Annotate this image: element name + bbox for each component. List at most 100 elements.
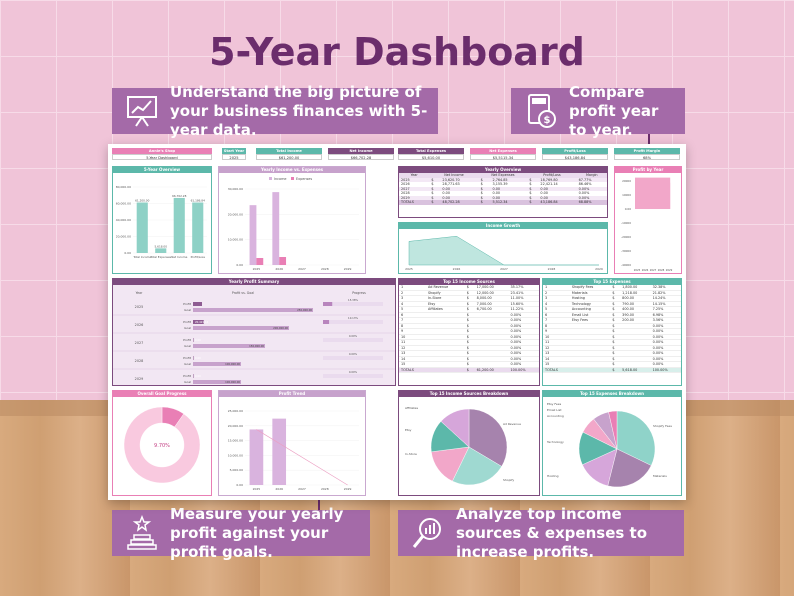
table-cell[interactable]: 5,618.00	[620, 367, 651, 373]
table-cell[interactable]: 15	[399, 361, 426, 368]
table-cell[interactable]: 32.38%	[650, 285, 681, 291]
table-cell[interactable]: 5	[543, 306, 570, 313]
table-cell[interactable]: $	[464, 339, 475, 346]
table-cell[interactable]: 7	[399, 317, 426, 324]
table-cell[interactable]	[569, 323, 611, 329]
table-cell[interactable]: $	[610, 295, 621, 302]
table-cell[interactable]: 15	[543, 361, 570, 368]
table-cell[interactable]	[426, 317, 465, 324]
table-cell[interactable]: 0.00%	[650, 339, 681, 346]
table-cell[interactable]: In-Store	[426, 295, 465, 302]
table-cell[interactable]: 12	[399, 345, 426, 351]
table-cell[interactable]: 1	[399, 285, 426, 291]
table-cell[interactable]: 0.00%	[508, 339, 539, 346]
table-cell[interactable]: 5	[399, 306, 426, 313]
table-cell[interactable]: 390.00	[620, 312, 651, 318]
table-cell[interactable]: 9	[543, 328, 570, 335]
table-cell[interactable]	[426, 350, 465, 357]
table-cell[interactable]: $	[464, 301, 475, 307]
table-cell[interactable]: 0.00%	[508, 323, 539, 329]
table-cell[interactable]	[474, 356, 509, 362]
table-cell[interactable]: 0.00%	[650, 323, 681, 329]
table-cell[interactable]: 61,200.00	[474, 367, 509, 373]
table-cell[interactable]: 0.00%	[508, 345, 539, 351]
table-cell[interactable]	[426, 356, 465, 362]
table-cell[interactable]: Email List	[569, 312, 611, 318]
table-cell[interactable]: $	[464, 356, 475, 362]
table-cell[interactable]: 15.60%	[508, 301, 539, 307]
table-cell[interactable]: 6	[543, 312, 570, 318]
table-cell[interactable]: 800.00	[620, 295, 651, 302]
table-cell[interactable]: 13	[399, 350, 426, 357]
table-cell[interactable]	[474, 323, 509, 329]
table-cell[interactable]	[426, 339, 465, 346]
table-cell[interactable]: Accounting	[569, 306, 611, 313]
table-cell[interactable]: $	[610, 356, 621, 362]
table-cell[interactable]: $	[610, 285, 621, 291]
table-cell[interactable]: $	[464, 317, 475, 324]
table-cell[interactable]: 14	[543, 356, 570, 362]
table-cell[interactable]: 0.00%	[650, 350, 681, 357]
table-cell[interactable]	[474, 350, 509, 357]
table-cell[interactable]: 1,800.00	[620, 285, 651, 291]
table-cell[interactable]: Etsy	[426, 301, 465, 307]
table-cell[interactable]: 14.15%	[650, 301, 681, 307]
table-cell[interactable]: $	[610, 350, 621, 357]
table-cell[interactable]	[474, 361, 509, 368]
table-cell[interactable]: 23.41%	[508, 290, 539, 296]
table-cell[interactable]: $	[464, 306, 475, 313]
table-cell[interactable]	[426, 312, 465, 318]
table-cell[interactable]: 7.25%	[650, 306, 681, 313]
table-cell[interactable]	[426, 323, 465, 329]
table-cell[interactable]: $	[464, 290, 475, 296]
table-cell[interactable]: 35.17%	[508, 285, 539, 291]
table-cell[interactable]	[569, 367, 611, 373]
table-cell[interactable]: 4	[543, 301, 570, 307]
table-cell[interactable]: 100.00%	[650, 367, 681, 373]
table-cell[interactable]: 0.00%	[508, 361, 539, 368]
table-cell[interactable]	[569, 328, 611, 335]
table-cell[interactable]: 0.00%	[508, 356, 539, 362]
table-cell[interactable]: 3.56%	[650, 317, 681, 324]
table-cell[interactable]: $	[464, 328, 475, 335]
table-cell[interactable]: $	[610, 361, 621, 368]
table-cell[interactable]	[474, 334, 509, 340]
table-cell[interactable]: Shopify	[426, 290, 465, 296]
table-cell[interactable]	[569, 350, 611, 357]
table-cell[interactable]: 7,000.00	[474, 301, 509, 307]
table-cell[interactable]: 14	[399, 356, 426, 362]
table-cell[interactable]: Hosting	[569, 295, 611, 302]
table-cell[interactable]: 6.98%	[650, 312, 681, 318]
table-cell[interactable]	[569, 356, 611, 362]
table-cell[interactable]: 3	[399, 295, 426, 302]
table-cell[interactable]	[620, 350, 651, 357]
table-cell[interactable]: 4	[399, 301, 426, 307]
table-cell[interactable]: $	[610, 367, 621, 373]
table-cell[interactable]	[474, 328, 509, 335]
table-cell[interactable]: $	[610, 290, 621, 296]
table-cell[interactable]: TOTALS	[399, 367, 426, 373]
table-cell[interactable]	[474, 317, 509, 324]
table-cell[interactable]: $	[610, 345, 621, 351]
table-cell[interactable]	[620, 345, 651, 351]
table-cell[interactable]: 12,000.00	[474, 290, 509, 296]
table-cell[interactable]	[426, 361, 465, 368]
table-cell[interactable]: 0.00%	[650, 328, 681, 335]
table-cell[interactable]: 1,218.00	[620, 290, 651, 296]
table-cell[interactable]: 400.00	[620, 306, 651, 313]
table-cell[interactable]	[474, 345, 509, 351]
table-cell[interactable]	[474, 312, 509, 318]
table-cell[interactable]: $	[610, 306, 621, 313]
table-cell[interactable]	[426, 367, 465, 373]
table-cell[interactable]: 21.82%	[650, 290, 681, 296]
table-cell[interactable]: 8	[543, 323, 570, 329]
table-cell[interactable]: 6	[399, 312, 426, 318]
table-cell[interactable]: 0.00%	[650, 356, 681, 362]
table-cell[interactable]: 8,000.00	[474, 295, 509, 302]
table-cell[interactable]: $	[464, 285, 475, 291]
table-cell[interactable]: $	[464, 334, 475, 340]
table-cell[interactable]	[620, 356, 651, 362]
table-cell[interactable]: 2	[399, 290, 426, 296]
table-cell[interactable]: 12	[543, 345, 570, 351]
table-cell[interactable]: 0.00%	[508, 317, 539, 324]
